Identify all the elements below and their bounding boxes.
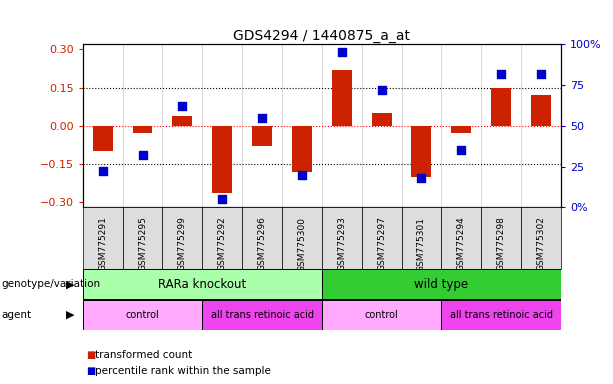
Bar (212, 126, 232, 193)
Text: GSM775296: GSM775296 (257, 217, 267, 271)
Bar (491, 88, 511, 126)
Bar (411, 126, 432, 177)
Point (98, 168, 108, 174)
Text: GSM775300: GSM775300 (297, 217, 306, 271)
Text: RARa knockout: RARa knockout (158, 278, 246, 291)
Bar (332, 70, 352, 126)
Bar (252, 126, 272, 146)
FancyBboxPatch shape (123, 207, 162, 269)
Bar (531, 95, 551, 126)
Text: GSM775292: GSM775292 (218, 217, 227, 271)
Text: GSM775301: GSM775301 (417, 217, 426, 271)
FancyBboxPatch shape (242, 207, 282, 269)
Text: ■: ■ (86, 350, 95, 360)
FancyBboxPatch shape (322, 300, 441, 329)
Text: genotype/variation: genotype/variation (1, 279, 101, 289)
FancyBboxPatch shape (322, 270, 561, 299)
Text: GSM775298: GSM775298 (497, 217, 506, 271)
Title: GDS4294 / 1440875_a_at: GDS4294 / 1440875_a_at (234, 29, 410, 43)
FancyBboxPatch shape (83, 207, 123, 269)
Text: ■: ■ (86, 366, 95, 376)
Point (456, 147, 466, 153)
FancyBboxPatch shape (441, 300, 561, 329)
Text: ▶: ▶ (66, 279, 75, 289)
Point (218, 196, 227, 202)
Point (376, 87, 386, 93)
FancyBboxPatch shape (162, 207, 202, 269)
Bar (451, 126, 471, 133)
Bar (93, 126, 113, 151)
FancyBboxPatch shape (322, 207, 362, 269)
Point (417, 175, 427, 181)
Point (337, 49, 347, 55)
Text: control: control (365, 310, 398, 320)
FancyBboxPatch shape (362, 207, 402, 269)
FancyBboxPatch shape (402, 207, 441, 269)
Text: GSM775295: GSM775295 (138, 217, 147, 271)
FancyBboxPatch shape (202, 300, 322, 329)
Text: GSM775293: GSM775293 (337, 217, 346, 271)
Text: control: control (126, 310, 159, 320)
Point (257, 114, 267, 121)
Text: wild type: wild type (414, 278, 468, 291)
FancyBboxPatch shape (481, 207, 521, 269)
Text: GSM775294: GSM775294 (457, 217, 466, 271)
Point (497, 71, 506, 77)
FancyBboxPatch shape (282, 207, 322, 269)
Text: all trans retinoic acid: all trans retinoic acid (449, 310, 553, 320)
Text: ▶: ▶ (66, 310, 75, 320)
Bar (292, 126, 312, 172)
Text: GSM775291: GSM775291 (98, 217, 107, 271)
Bar (172, 116, 192, 126)
Text: GSM775302: GSM775302 (536, 217, 546, 271)
Point (178, 103, 188, 109)
Text: agent: agent (1, 310, 31, 320)
Point (536, 71, 546, 77)
Text: GSM775297: GSM775297 (377, 217, 386, 271)
FancyBboxPatch shape (83, 270, 322, 299)
FancyBboxPatch shape (83, 300, 202, 329)
Bar (371, 113, 392, 126)
Text: percentile rank within the sample: percentile rank within the sample (95, 366, 271, 376)
Text: GSM775299: GSM775299 (178, 217, 187, 271)
Text: transformed count: transformed count (95, 350, 192, 360)
FancyBboxPatch shape (202, 207, 242, 269)
FancyBboxPatch shape (441, 207, 481, 269)
Point (137, 152, 148, 158)
FancyBboxPatch shape (521, 207, 561, 269)
Point (297, 172, 307, 178)
Text: all trans retinoic acid: all trans retinoic acid (210, 310, 314, 320)
Bar (132, 126, 153, 133)
